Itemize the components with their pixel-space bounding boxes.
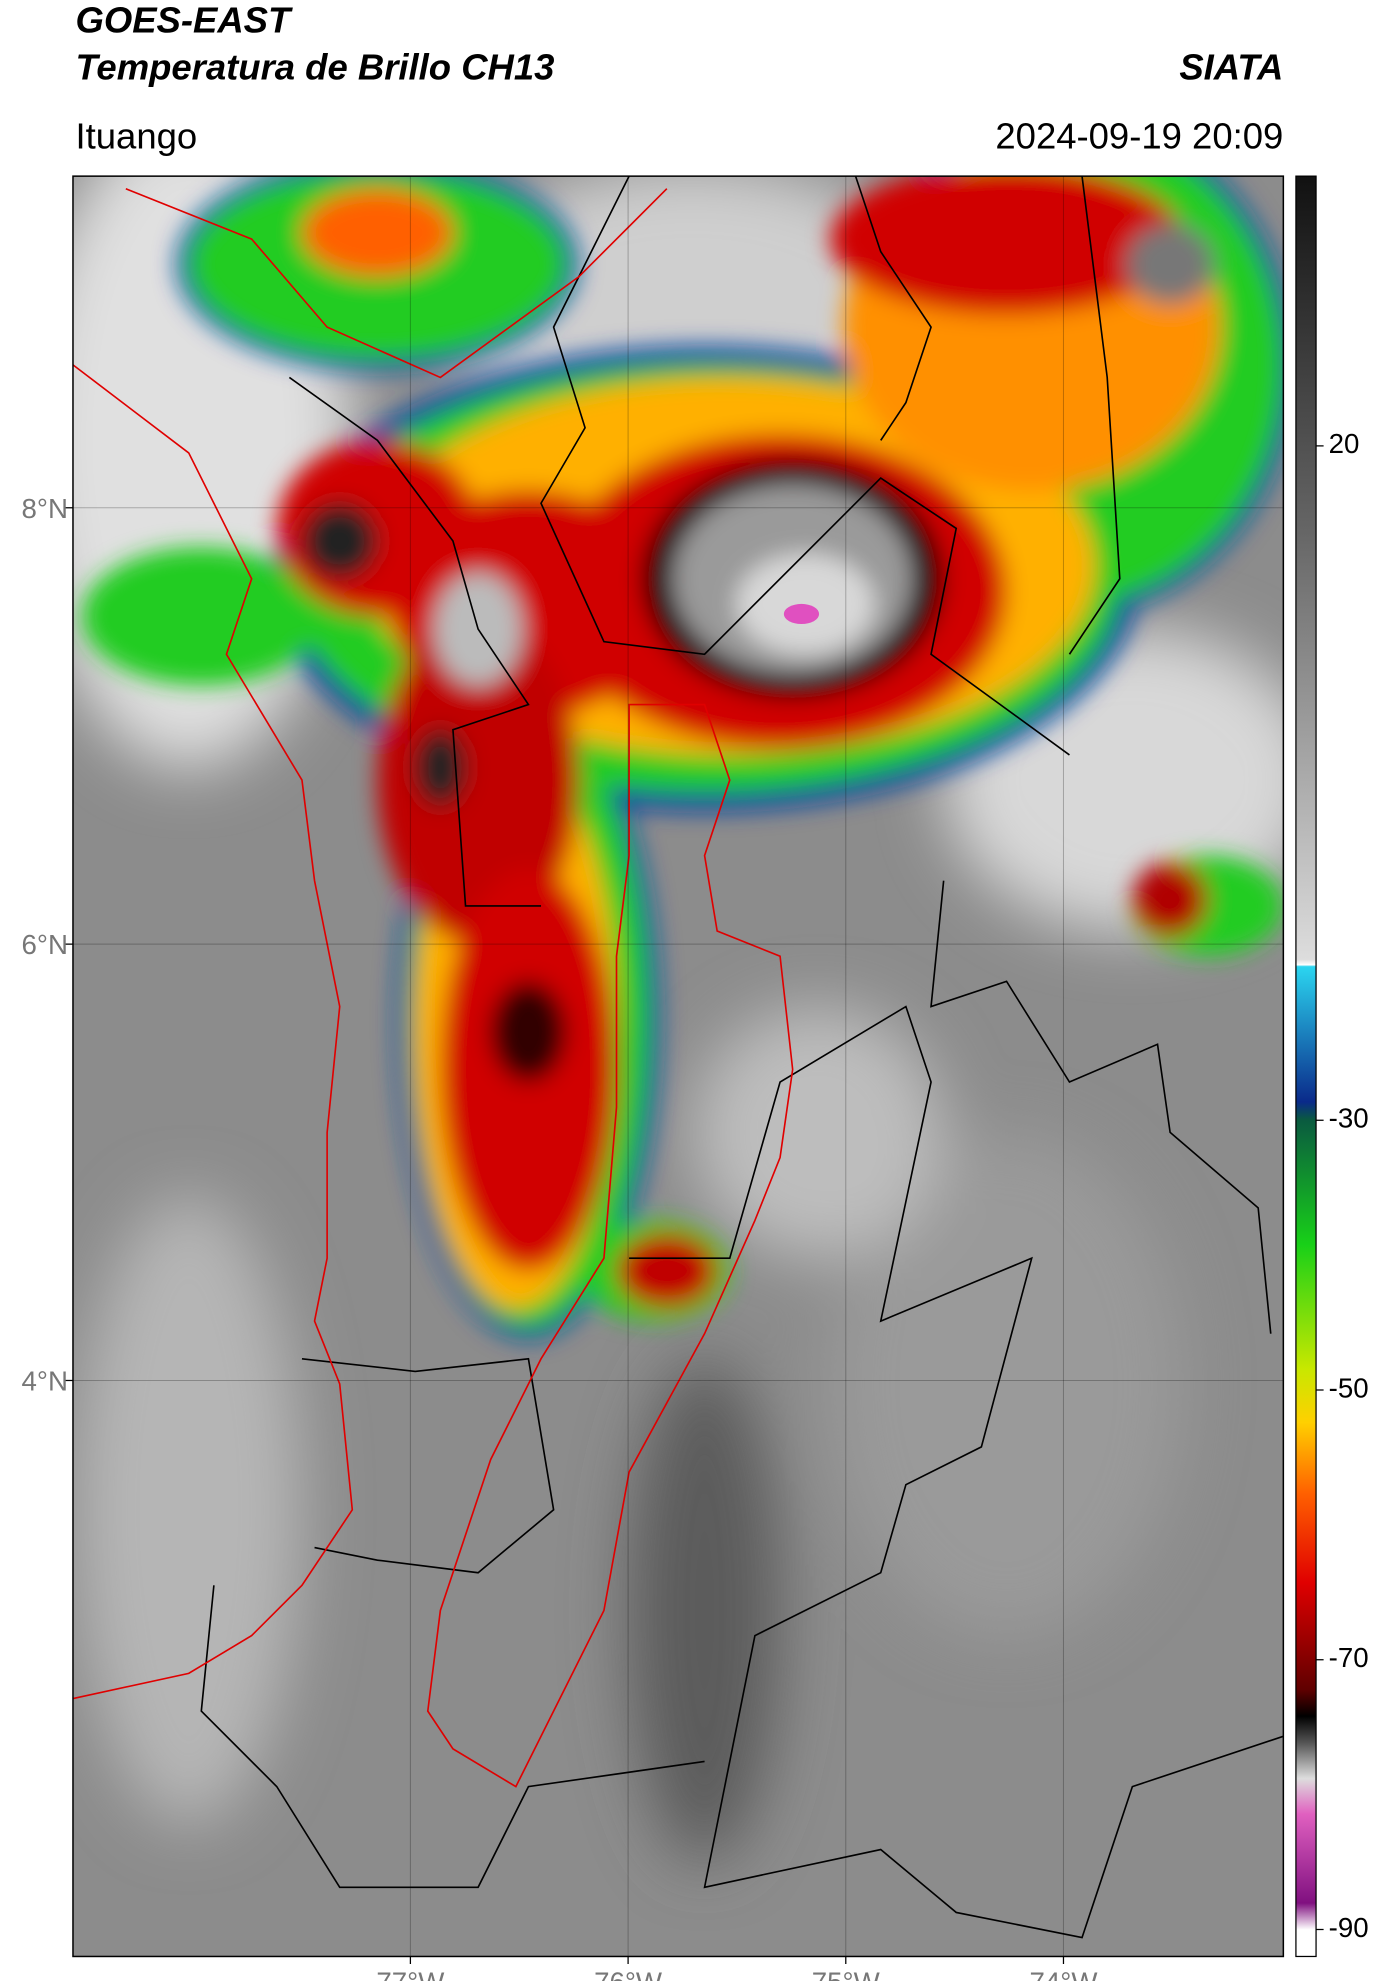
title: GOES-EAST: [75, 0, 293, 41]
datetime: 2024-09-19 20:09: [995, 115, 1283, 156]
x-tick-label: 74°W: [1030, 1967, 1099, 1981]
colorbar-tick-label: -50: [1329, 1372, 1369, 1403]
colorbar: [1295, 175, 1317, 1958]
y-tick-label: 8°N: [22, 493, 68, 524]
y-tick-label: 4°N: [22, 1366, 68, 1397]
subtitle: Temperatura de Brillo CH13: [75, 46, 554, 87]
graticule: 77°W 76°W 75°W 74°W 8°N 6°N 4°N: [22, 176, 1284, 1981]
colorbar-tick-label: -90: [1329, 1912, 1369, 1943]
y-tick-label: 6°N: [22, 929, 68, 960]
colorbar-tick-label: -70: [1329, 1642, 1369, 1673]
location: Ituango: [75, 115, 197, 156]
x-tick-label: 75°W: [812, 1967, 881, 1981]
colorbar-ticks: 20 -30 -50 -70 -90: [1316, 428, 1369, 1943]
colorbar-tick-label: 20: [1329, 428, 1360, 459]
map-imagery: [72, 176, 1284, 1957]
x-tick-label: 76°W: [594, 1967, 663, 1981]
colorbar-tick-label: -30: [1329, 1103, 1369, 1134]
map-frame: [72, 175, 1285, 1958]
source: SIATA: [1179, 46, 1283, 87]
x-tick-label: 77°W: [376, 1967, 445, 1981]
